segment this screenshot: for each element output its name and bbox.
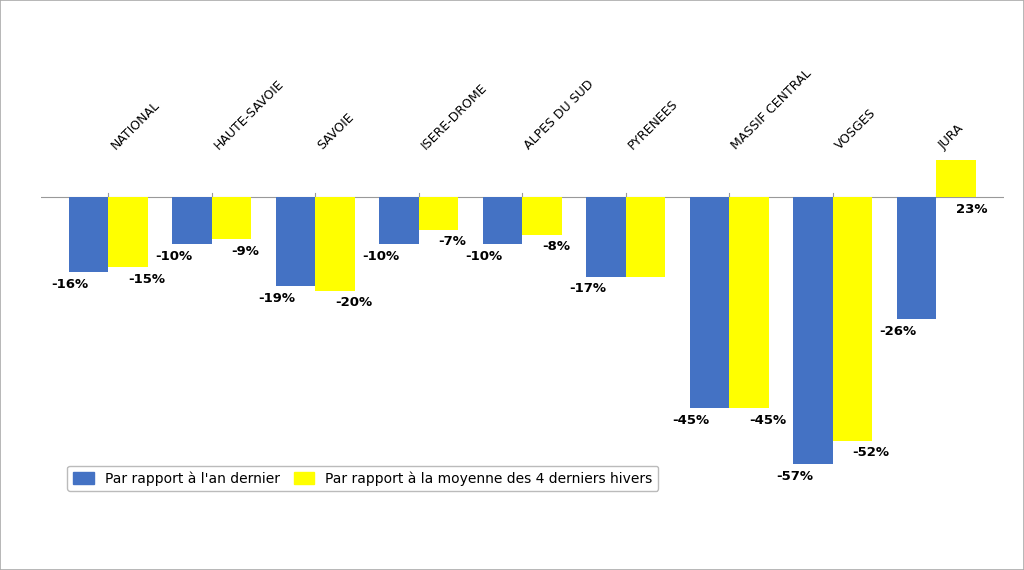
Bar bbox=[794, 197, 833, 464]
Bar bbox=[109, 197, 147, 267]
Text: -19%: -19% bbox=[259, 292, 296, 305]
Text: -10%: -10% bbox=[155, 250, 193, 263]
Text: -7%: -7% bbox=[438, 235, 466, 249]
Text: -10%: -10% bbox=[361, 250, 399, 263]
Text: -45%: -45% bbox=[673, 413, 710, 426]
Bar bbox=[69, 197, 109, 272]
Bar bbox=[729, 197, 769, 408]
Bar bbox=[690, 197, 729, 408]
Bar bbox=[315, 197, 354, 291]
Text: -20%: -20% bbox=[335, 296, 372, 310]
Text: -45%: -45% bbox=[749, 413, 786, 426]
Text: -9%: -9% bbox=[231, 245, 259, 258]
Bar bbox=[587, 197, 626, 276]
Text: -26%: -26% bbox=[880, 324, 916, 337]
Bar bbox=[172, 197, 212, 244]
Bar bbox=[380, 197, 419, 244]
Text: -52%: -52% bbox=[852, 446, 890, 459]
Text: 23%: 23% bbox=[956, 203, 987, 215]
Text: -17%: -17% bbox=[569, 282, 606, 295]
Legend: Par rapport à l'an dernier, Par rapport à la moyenne des 4 derniers hivers: Par rapport à l'an dernier, Par rapport … bbox=[68, 466, 658, 491]
Bar bbox=[897, 197, 936, 319]
Bar bbox=[626, 197, 665, 276]
Bar bbox=[833, 197, 872, 441]
Text: -10%: -10% bbox=[466, 250, 503, 263]
Bar bbox=[419, 197, 458, 230]
Text: -16%: -16% bbox=[51, 278, 88, 291]
Text: -57%: -57% bbox=[776, 470, 813, 483]
Bar bbox=[483, 197, 522, 244]
Bar bbox=[936, 89, 976, 197]
Bar bbox=[275, 197, 315, 286]
Text: -15%: -15% bbox=[128, 273, 165, 286]
Bar bbox=[212, 197, 251, 239]
Text: -8%: -8% bbox=[542, 240, 570, 253]
Bar bbox=[522, 197, 561, 235]
